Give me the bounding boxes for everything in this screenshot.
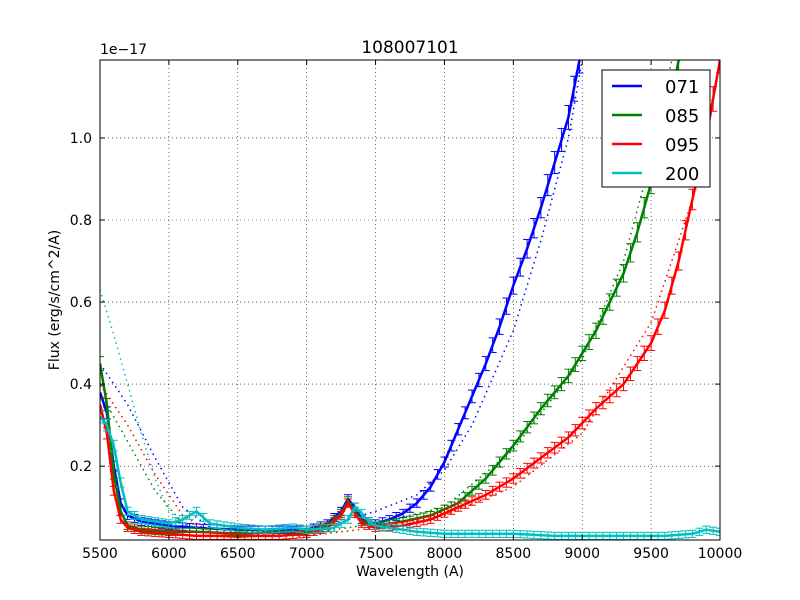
y-tick-label: 0.2 [70,459,92,475]
x-tick-label: 8000 [427,546,463,562]
legend-label: 071 [665,77,699,98]
y-offset-label: 1e−17 [100,42,147,58]
y-axis-label: Flux (erg/s/cm^2/A) [47,230,63,370]
x-axis-label: Wavelength (A) [356,564,464,580]
x-tick-label: 7000 [289,546,325,562]
x-tick-label: 10000 [698,546,743,562]
axis-ticks: 5500 6000 6500 7000 7500 8000 8500 9000 9500 1000… [70,60,743,562]
series-200 [100,289,720,540]
y-tick-label: 1.0 [70,131,92,147]
data-line-200 [100,416,720,538]
legend-entry-095: 095 [612,135,699,156]
y-tick-label: 0.4 [70,377,92,393]
legend-box [601,69,711,188]
x-tick-label: 7500 [358,546,394,562]
x-tick-label: 5500 [82,546,118,562]
legend-entry-071: 071 [612,77,699,98]
legend-entry-085: 085 [612,106,699,127]
x-tick-label: 9000 [564,546,600,562]
legend: 071 085 095 200 [601,69,711,188]
x-tick-label: 9500 [633,546,669,562]
fit-line-071 [100,60,583,533]
x-tick-label: 8500 [496,546,532,562]
legend-label: 085 [665,106,699,127]
x-tick-label: 6500 [220,546,256,562]
legend-label: 095 [665,135,699,156]
legend-entry-200: 200 [612,164,699,185]
chart-title: 108007101 [361,38,458,58]
plot-area [100,60,720,540]
y-tick-label: 0.8 [70,213,92,229]
fit-line-095 [100,60,720,537]
fit-line-200 [100,289,197,529]
legend-label: 200 [665,164,699,185]
axes-frame [99,59,721,541]
y-tick-label: 0.6 [70,295,92,311]
x-tick-label: 6000 [151,546,187,562]
